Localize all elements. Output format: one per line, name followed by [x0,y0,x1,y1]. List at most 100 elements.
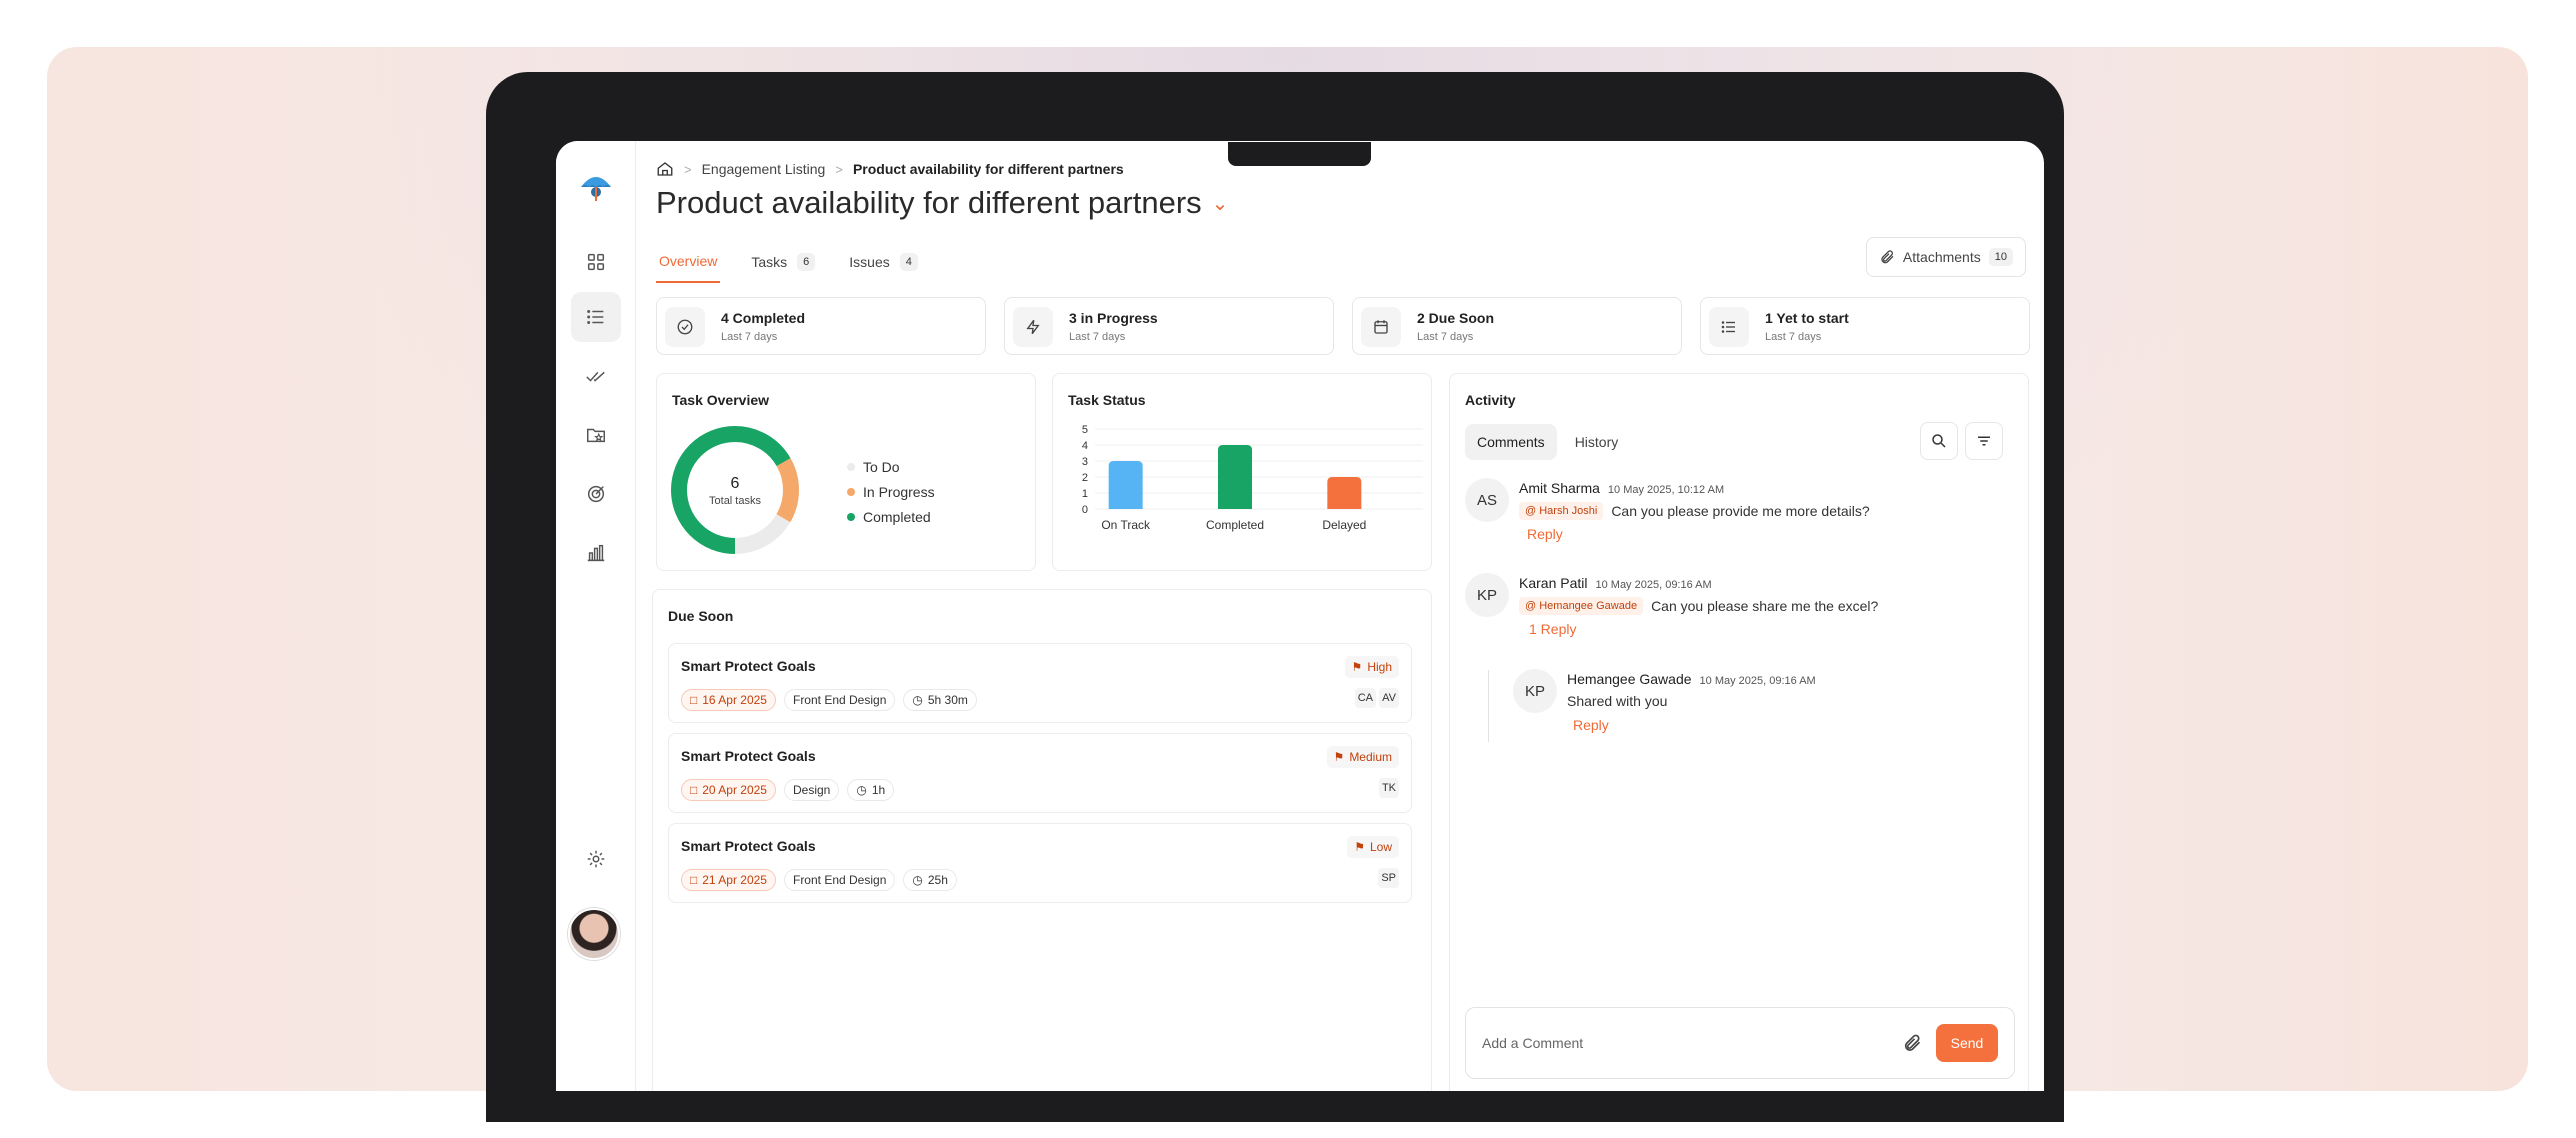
comment: KP Karan Patil 10 May 2025, 09:16 AM @ He… [1465,573,2005,653]
duration-chip: ◷ 25h [903,869,957,891]
tab-issues[interactable]: Issues 4 [846,241,921,283]
priority-badge: ⚑ Medium [1326,746,1399,768]
flag-icon: ⚑ [1333,750,1345,764]
chevron-right-icon: > [684,161,692,177]
lightning-icon [1013,307,1053,347]
reply-link[interactable]: Reply [1573,717,1609,733]
stat-sub: Last 7 days [1417,331,1474,343]
y-tick-label: 1 [1082,488,1088,500]
reply-link[interactable]: Reply [1527,526,1563,542]
comment-time: 10 May 2025, 10:12 AM [1607,484,1725,496]
tab-label: Tasks [751,254,788,270]
due-task-card[interactable]: Smart Protect Goals ⚑ High □ 16 Apr 2025 F… [668,643,1412,723]
tag-chip: Front End Design [783,869,896,891]
duration: 5h 30m [927,693,968,707]
activity-panel: Activity Comments History AS Amit Sharma… [1449,373,2029,1091]
assignees: SP [1378,868,1399,888]
task-meta: □ 21 Apr 2025 Front End Design ◷ 25h [681,869,957,891]
due-date-chip: □ 21 Apr 2025 [681,869,776,891]
umbrella-logo-icon[interactable] [578,169,614,205]
tab-label: Issues [849,254,890,270]
donut-segment-to-do [671,426,799,554]
assignee-badge[interactable]: CA [1354,688,1376,708]
clock-icon: ◷ [912,873,923,887]
mention-tag[interactable]: @ Harsh Joshi [1519,502,1604,520]
legend-item-in-progress: In Progress [847,479,935,504]
clock-icon: ◷ [912,693,923,707]
stat-yet-to-start[interactable]: 1 Yet to start Last 7 days [1700,297,2030,355]
stat-completed[interactable]: 4 Completed Last 7 days [656,297,986,355]
sidebar [556,141,636,1091]
filter-button[interactable] [1965,422,2003,460]
reply-link[interactable]: 1 Reply [1529,621,1577,637]
comment-input-box[interactable]: Add a Comment Send [1465,1007,2015,1079]
breadcrumb: > Engagement Listing > Product availabil… [656,157,1124,181]
assignee-badge[interactable]: AV [1379,688,1399,708]
tab-overview[interactable]: Overview [656,241,721,283]
duration: 1h [871,783,886,797]
user-avatar[interactable] [568,908,620,960]
legend-dot [847,512,855,521]
comment-input[interactable]: Add a Comment [1482,1035,1584,1051]
tab-tasks[interactable]: Tasks 6 [748,241,818,283]
target-icon[interactable] [571,469,621,519]
stat-label: 2 Due Soon [1417,310,1495,326]
comment-text: Shared with you [1567,693,1668,709]
bar-on-track[interactable] [1108,461,1143,509]
task-overview-panel: Task Overview 6 Total tasks To Do In Pro… [656,373,1036,571]
attachments-button[interactable]: Attachments 10 [1865,237,2026,277]
settings-icon[interactable] [571,834,621,884]
task-title: Smart Protect Goals [681,838,816,854]
assignee-badge[interactable]: SP [1378,868,1399,888]
tab-comments[interactable]: Comments [1465,424,1557,460]
assignee-badge[interactable]: TK [1378,778,1399,798]
clock-icon: ◷ [856,783,867,797]
list-icon[interactable] [571,292,621,342]
paperclip-icon [1881,250,1894,264]
double-check-icon[interactable] [571,351,621,401]
donut-segment-in-progress [671,426,799,554]
y-tick-label: 0 [1082,504,1088,516]
comment-body: Shared with you [1567,693,1667,709]
check-circle-icon [665,307,705,347]
search-button[interactable] [1920,422,1958,460]
panel-title: Due Soon [668,608,734,624]
donut-legend: To Do In Progress Completed [847,454,935,529]
tab-history[interactable]: History [1574,434,1619,450]
assignees: CA AV [1354,688,1399,708]
chevron-down-icon[interactable]: ⌄ [1211,192,1229,215]
due-date-chip: □ 16 Apr 2025 [681,689,776,711]
breadcrumb-current: Product availability for different partn… [852,161,1124,177]
bar-delayed[interactable] [1327,477,1362,509]
attachments-label: Attachments [1902,249,1981,265]
task-title: Smart Protect Goals [681,658,816,674]
due-task-card[interactable]: Smart Protect Goals ⚑ Low □ 21 Apr 2025 Fr… [668,823,1412,903]
send-button[interactable]: Send [1936,1024,1998,1062]
breadcrumb-parent[interactable]: Engagement Listing [701,161,826,177]
legend-item-todo: To Do [847,454,935,479]
priority-badge: ⚑ Low [1347,836,1399,858]
bar-completed[interactable] [1218,445,1252,509]
calendar-icon: □ [690,783,698,797]
paperclip-icon[interactable] [1902,1033,1922,1053]
legend-item-completed: Completed [847,504,935,529]
page-title-row: Product availability for different partn… [656,185,1228,221]
bar-chart-icon[interactable] [571,528,621,578]
filter-icon [1978,436,1990,446]
stat-due-soon[interactable]: 2 Due Soon Last 7 days [1352,297,1682,355]
panel-title: Activity [1465,392,1516,408]
due-date: 16 Apr 2025 [702,693,767,707]
y-tick-label: 3 [1082,456,1088,468]
comment-text: Can you please share me the excel? [1651,598,1879,614]
folder-star-icon[interactable] [571,410,621,460]
dashboard-icon[interactable] [571,237,621,287]
donut-total: 6 [731,475,740,492]
stat-in-progress[interactable]: 3 in Progress Last 7 days [1004,297,1334,355]
task-status-bar-chart: 0 1 2 3 4 5 On Track Completed Delayed [1082,424,1423,532]
legend-label: In Progress [863,483,935,500]
due-task-card[interactable]: Smart Protect Goals ⚑ Medium □ 20 Apr 2025… [668,733,1412,813]
home-icon[interactable] [656,160,674,178]
attachments-count: 10 [1988,248,2013,266]
mention-tag[interactable]: @ Hemangee Gawade [1519,597,1644,615]
stat-label: 1 Yet to start [1765,310,1849,326]
